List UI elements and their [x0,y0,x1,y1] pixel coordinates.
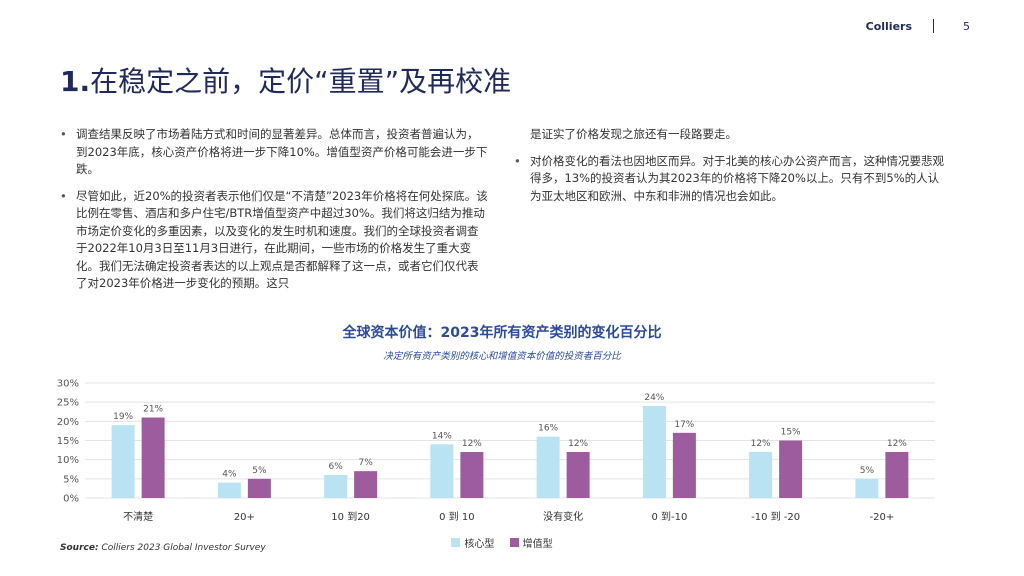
chart-subtitle: 决定所有资产类别的核心和增值资本价值的投资者百分比 [383,351,621,362]
bar [566,452,590,498]
continuation-text: 是证实了价格发现之旅还有一段路要走。 [530,127,737,141]
chart-legend: 核心型 增值型 [0,535,1004,550]
bar [354,471,378,498]
page-title: 1.在稳定之前，定价“重置”及再校准 [60,60,511,100]
y-tick-label: 5% [63,474,79,485]
x-tick-label: -20+ [870,512,895,523]
legend-label-core: 核心型 [464,539,495,550]
bar [749,452,773,498]
bar-chart: 0% 5% 10% 15% 20% 25% 30% 19% 21% 不清楚 4% 5% 20+ 6% 7% 1… [57,379,935,523]
data-label: 7% [358,458,373,468]
bar [855,478,879,498]
data-label: 5% [860,466,875,476]
data-label: 12% [751,439,771,449]
data-label: 17% [674,420,694,430]
legend-swatch-value-add [509,538,519,547]
data-label: 16% [538,424,558,434]
data-label: 12% [887,439,907,449]
right-column: 是证实了价格发现之旅还有一段路要走。 对价格变化的看法也因地区而异。对于北美的核… [514,126,950,214]
bullet-item: 调查结果反映了市场着陆方式和时间的显著差异。总体而言，投资者普遍认为，到2023… [60,126,488,179]
bar [460,452,484,498]
data-label: 14% [432,431,452,441]
data-label: 6% [328,462,343,472]
data-label: 19% [113,412,133,422]
data-label: 4% [222,470,237,480]
page-number: 5 [963,20,970,33]
legend-item-core: 核心型 [451,535,494,550]
y-tick-label: 20% [57,417,79,428]
x-tick-label: 没有变化 [543,510,583,523]
x-tick-label: 不清楚 [123,510,153,523]
data-label: 12% [568,439,588,449]
bar [642,406,666,498]
bar [885,452,909,498]
x-tick-label: 10 到20 [331,511,370,523]
source-label: Source: [60,543,99,553]
bar [111,425,135,498]
legend-swatch-core [451,538,461,547]
bar [324,475,348,498]
chart-title: 全球资本价值：2023年所有资产类别的变化百分比 [342,325,662,341]
y-tick-label: 15% [57,436,79,447]
data-label: 15% [781,428,801,438]
data-label: 24% [644,393,664,403]
y-tick-label: 30% [57,379,79,390]
x-tick-label: 0 到-10 [651,511,687,523]
title-number: 1. [60,65,91,98]
data-label: 12% [462,439,482,449]
bar [247,478,271,498]
data-label: 5% [252,466,267,476]
bullet-item: 对价格变化的看法也因地区而异。对于北美的核心办公资产而言，这种情况要悲观得多，1… [514,153,950,206]
data-label: 21% [143,405,163,415]
x-tick-label: -10 到 -20 [751,511,800,523]
x-tick-label: 0 到 10 [439,511,474,523]
y-tick-label: 25% [57,398,79,409]
y-tick-label: 0% [63,494,79,505]
title-text: 在稳定之前，定价“重置”及再校准 [90,65,512,98]
y-tick-label: 10% [57,455,79,466]
bar [141,417,165,498]
brand-logo: Colliers [865,20,912,33]
legend-item-value-add: 增值型 [509,535,553,550]
left-column: 调查结果反映了市场着陆方式和时间的显著差异。总体而言，投资者普遍认为，到2023… [60,126,488,302]
bar [217,482,241,498]
bullet-item: 尽管如此，近20%的投资者表示他们仅是“不清楚”2023年价格将在何处探底。该比… [60,188,488,293]
bar [672,432,696,498]
source-text: Colliers 2023 Global Investor Survey [101,543,266,553]
header-divider [933,19,934,33]
x-tick-label: 20+ [234,512,255,523]
bar [430,444,454,498]
bar [536,436,560,498]
bar [779,440,803,498]
source-note: Source: Colliers 2023 Global Investor Su… [60,543,266,553]
legend-label-value-add: 增值型 [522,539,553,550]
